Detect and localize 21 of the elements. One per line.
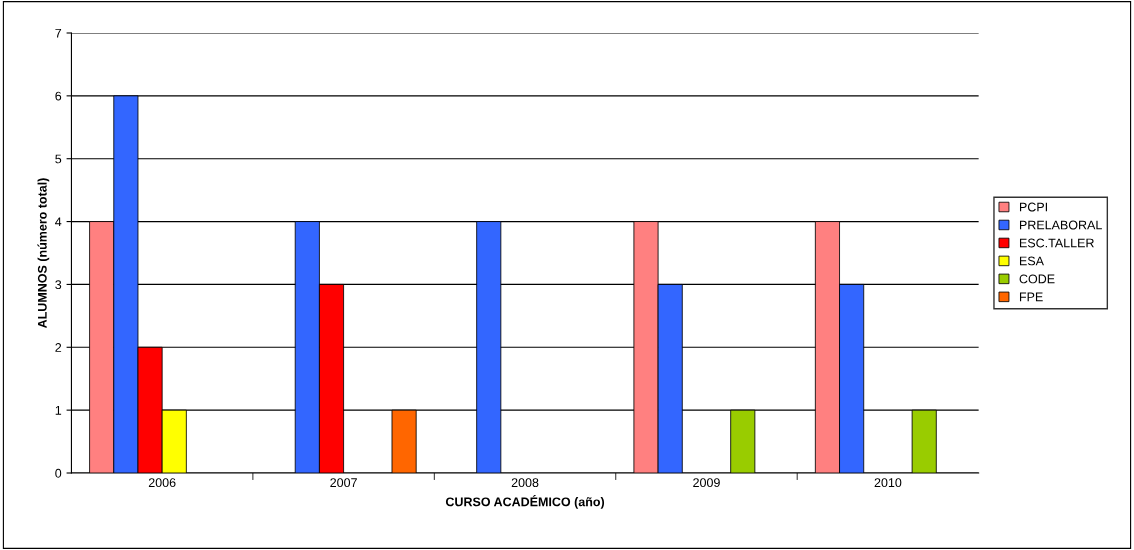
legend-label: ESC.TALLER — [1019, 238, 1094, 248]
y-tick-label: 6 — [55, 91, 62, 101]
y-tick-label: 1 — [55, 406, 62, 415]
y-axis-title: ALUMNOS (número total) — [37, 178, 50, 329]
legend-label: FPE — [1019, 292, 1043, 302]
legend-label: ESA — [1019, 256, 1044, 266]
y-tick-label: 0 — [55, 468, 62, 478]
x-tick-label: 2010 — [874, 478, 902, 488]
y-tick-label: 2 — [55, 343, 62, 352]
x-tick-label: 2009 — [693, 478, 720, 488]
x-tick-label: 2007 — [330, 478, 357, 488]
y-tick-label: 5 — [55, 154, 62, 164]
legend-label: PRELABORAL — [1019, 220, 1102, 230]
y-tick-label: 7 — [55, 28, 62, 38]
x-tick-label: 2006 — [148, 478, 176, 488]
x-tick-label: 2008 — [511, 478, 539, 488]
legend-label: CODE — [1019, 274, 1055, 284]
y-tick-label: 3 — [55, 280, 62, 290]
y-tick-label: 4 — [55, 217, 62, 227]
x-axis-title: CURSO ACADÉMICO (año) — [445, 495, 605, 509]
legend-label: PCPI — [1019, 202, 1047, 212]
